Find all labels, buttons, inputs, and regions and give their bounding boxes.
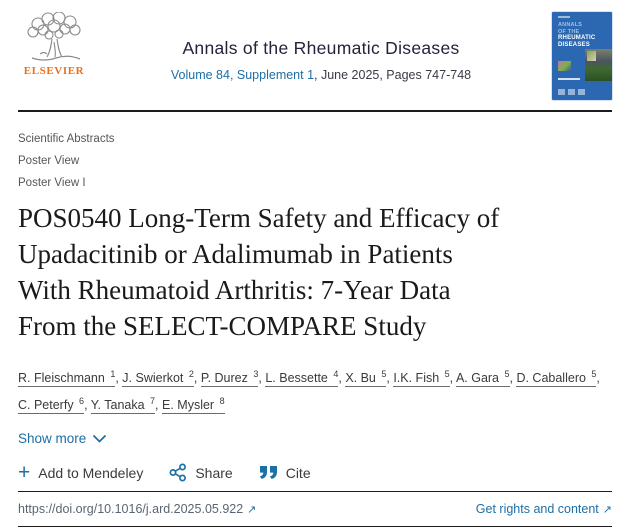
author-link[interactable]: I.K. Fish 5 [393,369,450,388]
add-to-mendeley-button[interactable]: + Add to Mendeley [18,460,144,484]
author-separator: , [449,371,456,386]
doi-link[interactable]: https://doi.org/10.1016/j.ard.2025.05.92… [18,502,257,517]
article-title-line: With Rheumatoid Arthritis: 7-Year Data [18,275,451,305]
author-link[interactable]: X. Bu 5 [345,369,387,388]
author-list: R. Fleischmann 1, J. Swierkot 2, P. Dure… [18,363,612,417]
plus-icon: + [18,460,31,484]
cover-title-line: DISEASES [558,42,590,48]
header-divider [18,110,612,112]
author-link[interactable]: Y. Tanaka 7 [90,396,156,415]
cite-label: Cite [285,464,311,481]
cover-title-line: OF THE [558,28,580,35]
author-link[interactable]: R. Fleischmann 1 [18,369,116,388]
journal-title-link[interactable]: Annals of the Rheumatic Diseases [182,38,460,58]
author-link[interactable]: D. Caballero 5 [516,369,597,388]
footer-top-divider [18,491,612,493]
volume-date-pages: , June 2025, Pages 747-748 [314,68,472,82]
cover-publisher-logos [558,89,585,95]
footer-bottom-divider [18,526,612,528]
author-separator: , [115,371,123,386]
author-separator: , [338,371,346,386]
article-title-line: POS0540 Long-Term Safety and Efficacy of [18,203,500,233]
cover-heatmap-image [558,61,571,71]
author-link[interactable]: C. Peterfy 6 [18,396,85,415]
show-more-label: Show more [18,431,87,447]
cover-title-line: ANNALS [558,22,583,28]
cover-photo-collage [585,49,612,81]
article-title-line: Upadacitinib or Adalimumab in Patients [18,239,453,269]
breadcrumb-item: Poster View [18,155,80,167]
article-main: Scientific Abstracts Poster View Poster Vi… [18,128,612,484]
author-link[interactable]: J. Swierkot 2 [122,369,194,388]
article-title-line: From the SELECT-COMPARE Study [18,311,427,341]
author-separator: , [84,398,91,413]
share-label: Share [195,464,233,481]
masthead-center: Annals of the Rheumatic Diseases Volume … [90,12,552,82]
breadcrumb-item: Poster View I [18,177,86,189]
author-separator: , [509,371,517,386]
cover-text-bar [558,78,580,80]
author-link[interactable]: A. Gara 5 [455,369,510,388]
breadcrumb-item: Scientific Abstracts [18,133,115,145]
author-separator: , [386,371,394,386]
actions-toolbar: + Add to Mendeley Share [18,460,612,484]
author-separator: , [258,371,266,386]
author-link[interactable]: E. Mysler 8 [162,396,225,415]
elsevier-wordmark: ELSEVIER [23,65,85,77]
article-title: POS0540 Long-Term Safety and Efficacy of… [18,200,612,344]
add-to-mendeley-label: Add to Mendeley [38,464,144,481]
get-rights-link[interactable]: Get rights and content ↗ [475,502,612,517]
chevron-down-icon [93,434,107,443]
cover-issue-date-bar [558,16,570,18]
author-separator: , [596,371,600,386]
cover-title-line: RHEUMATIC [558,35,596,41]
author-link[interactable]: P. Durez 3 [200,369,259,388]
breadcrumbs: Scientific Abstracts Poster View Poster Vi… [18,128,612,194]
journal-cover-thumbnail[interactable]: ANNALS OF THE RHEUMATIC DISEASES [552,12,612,100]
cover-title: ANNALS OF THE RHEUMATIC DISEASES [558,22,595,49]
author-separator: , [155,398,162,413]
share-icon [169,463,187,482]
elsevier-logo[interactable]: ELSEVIER [18,12,90,77]
doi-row: https://doi.org/10.1016/j.ard.2025.05.92… [18,492,612,526]
volume-line: Volume 84, Supplement 1, June 2025, Page… [90,68,552,82]
share-button[interactable]: Share [169,463,233,482]
author-link[interactable]: L. Bessette 4 [265,369,339,388]
journal-masthead: ELSEVIER Annals of the Rheumatic Disease… [18,0,612,100]
elsevier-tree-icon [27,12,81,61]
author-separator: , [193,371,201,386]
cite-quote-icon [259,466,277,480]
external-link-icon: ↗ [602,504,612,517]
volume-issue-link[interactable]: Volume 84, Supplement 1 [170,68,315,82]
external-link-icon: ↗ [247,504,257,517]
cite-button[interactable]: Cite [259,465,311,481]
show-more-button[interactable]: Show more [18,431,107,447]
